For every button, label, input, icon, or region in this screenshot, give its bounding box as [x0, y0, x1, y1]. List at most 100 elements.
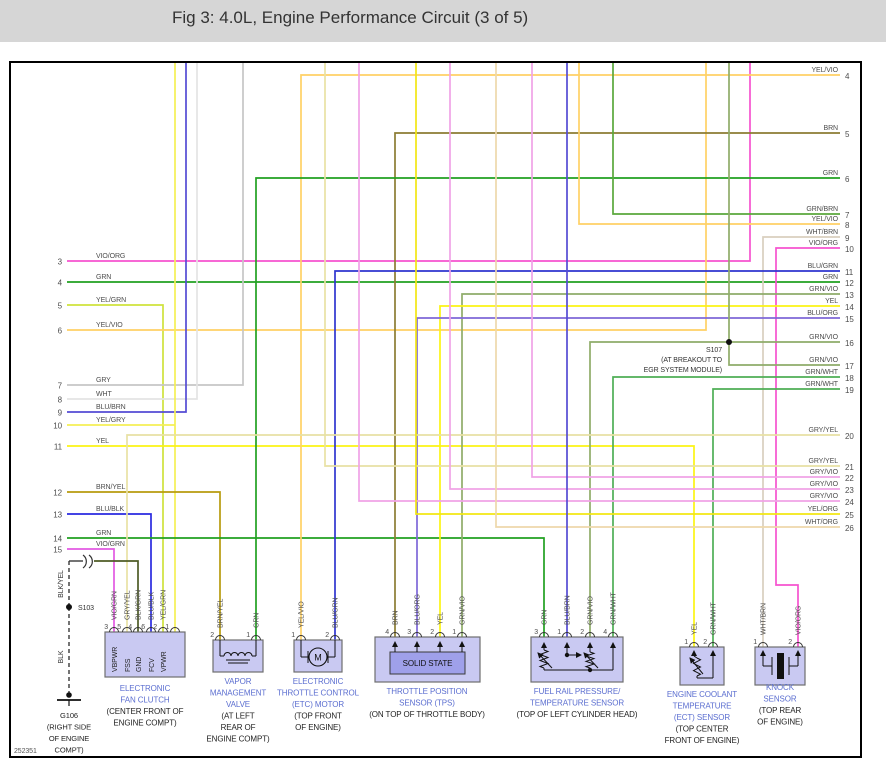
wire-left14-fuelrail3	[67, 537, 545, 637]
component-pin-wire-label: BLK/GRN	[136, 590, 143, 620]
component-ect-sensor: 1 YEL 2 GRN/WHT ENGINE COOLANT TEMPERATURE (EC…	[665, 601, 740, 745]
ground-label-G106: (RIGHT SIDE	[47, 723, 91, 732]
component-pin-number: 6	[141, 624, 145, 631]
component-throttle-position-sensor: 4 BRN 3 BLU/ORG 2 YEL 1 GRN/VIO THROTTLE POSITIO…	[369, 594, 485, 719]
wire-etc2-right11	[334, 270, 840, 640]
wire-left7-to-top	[67, 63, 244, 386]
left-pin-label-10: YEL/GRY	[96, 417, 126, 424]
ground-dot	[66, 692, 72, 698]
left-pin-number-3: 3	[58, 258, 63, 267]
component-pin-number: 1	[684, 639, 688, 646]
pin-connector-arc	[109, 627, 119, 633]
component-location: (TOP OF LEFT CYLINDER HEAD)	[517, 710, 638, 719]
left-pin-label-3: VIO/ORG	[96, 253, 125, 260]
component-electronic-fan-clutch: 3 VIO/GRN 5 GRY/YEL 4 BLK/GRN 6 BLU/BLK 2 YEL/GRN…	[104, 590, 186, 728]
component-box	[679, 646, 725, 686]
right-pin-number-22: 22	[845, 474, 854, 483]
component-pin-number: 1	[291, 632, 295, 639]
figure-title-bar: Fig 3: 4.0L, Engine Performance Circuit …	[0, 0, 886, 42]
left-pin-number-11: 11	[54, 443, 63, 452]
component-pin-number: 2	[703, 639, 707, 646]
component-pin-wire-label: BRN/YEL	[218, 599, 225, 628]
component-pin-number: 1	[753, 639, 757, 646]
right-pin-number-21: 21	[845, 463, 854, 472]
pin-connector-arc	[793, 642, 803, 648]
wire-left9-to-top	[67, 63, 187, 413]
wire-knock1-right9	[762, 236, 840, 647]
right-pin-number-13: 13	[845, 291, 854, 300]
component-etc-motor: 1 YEL/VIO 2 BLU/GRN ELECTRONIC THROTTLE CONTR…	[277, 598, 360, 732]
right-pin-number-16: 16	[845, 339, 854, 348]
component-name: ELECTRONIC	[120, 684, 171, 693]
fan-clutch-terminal-label: VPWR	[161, 651, 168, 672]
component-location: (ON TOP OF THROTTLE BODY)	[369, 710, 485, 719]
wire-left15-fanclutch3	[67, 548, 115, 632]
component-pin-number: 3	[407, 629, 411, 636]
wire-top-right7	[612, 63, 840, 215]
right-pin-label-8: YEL/VIO	[811, 216, 838, 223]
pin-connector-arc	[539, 632, 549, 638]
component-pin-wire-label: BRN	[393, 610, 400, 625]
right-pin-number-18: 18	[845, 374, 854, 383]
component-name: VALVE	[226, 700, 250, 709]
right-pin-number-12: 12	[845, 279, 854, 288]
pin-connector-arc	[708, 642, 718, 648]
right-pin-label-24: GRY/VIO	[810, 493, 839, 500]
right-pin-number-20: 20	[845, 432, 854, 441]
symbol-line	[689, 657, 704, 675]
junction-dot	[564, 652, 570, 658]
component-name: ENGINE COOLANT	[667, 690, 737, 699]
component-name: MANAGEMENT	[210, 689, 267, 698]
right-pin-label-19: GRN/WHT	[805, 381, 839, 388]
left-pin-number-14: 14	[53, 535, 62, 544]
inline-connector-icon	[82, 554, 87, 569]
component-pin-wire-label: BLU/BLK	[149, 591, 156, 620]
component-location: (AT LEFT	[221, 712, 254, 721]
splice-dot-S103	[66, 604, 72, 610]
note-s107-label: EGR SYSTEM MODULE)	[644, 367, 722, 374]
component-location: (CENTER FRONT OF	[107, 707, 184, 716]
wire-vapor1-right6	[255, 177, 840, 640]
component-location: REAR OF	[221, 723, 256, 732]
solid-state-block	[389, 651, 466, 675]
left-pin-number-4: 4	[58, 279, 63, 288]
wire-left11-ect1	[67, 445, 695, 647]
component-box	[293, 639, 343, 673]
diagram-number: 252351	[14, 748, 37, 755]
component-name: THROTTLE CONTROL	[277, 689, 360, 698]
symbol-line	[583, 652, 599, 669]
thermistor-icon	[692, 657, 702, 677]
component-name: KNOCK	[766, 683, 795, 692]
right-pin-label-7: GRN/BRN	[806, 206, 838, 213]
left-pin-label-14: GRN	[96, 530, 111, 537]
pin-label-layer: 3 VIO/ORG 4 GRN 5 YEL/GRN 6 YEL/VIO 7 GRY 8 WHT 9 BLU…	[53, 67, 854, 555]
component-pin-number: 3	[534, 629, 538, 636]
left-pin-label-12: BRN/YEL	[96, 484, 125, 491]
inline-connector-icon	[88, 554, 93, 569]
component-pin-wire-label: BLU/BRN	[565, 595, 572, 625]
left-pin-number-15: 15	[53, 546, 62, 555]
right-pin-label-10: VIO/ORG	[809, 240, 838, 247]
component-name: THROTTLE POSITION	[387, 687, 468, 696]
left-pin-label-13: BLU/BLK	[96, 506, 125, 513]
wire-ect2-right19	[712, 388, 840, 647]
right-pin-number-23: 23	[845, 486, 854, 495]
wire-color-label-vertical: BLK	[58, 650, 65, 663]
pin-connector-arc	[412, 632, 422, 638]
pin-connector-arc	[170, 627, 180, 633]
component-pin-wire-label: WHT/BRN	[761, 603, 768, 635]
wire-tps4-right5	[394, 132, 840, 637]
component-location: OF ENGINE)	[295, 723, 341, 732]
component-pin-number: 5	[117, 624, 121, 631]
wire-tps2-right14	[439, 305, 840, 637]
component-name: FAN CLUTCH	[120, 696, 170, 705]
left-pin-label-7: GRY	[96, 377, 111, 384]
component-knock-sensor: 1 WHT/BRN 2 VIO/ORG KNOCK SENSOR (TOP REAR OF E…	[753, 603, 806, 727]
component-pin-wire-label: YEL	[438, 612, 445, 625]
component-box	[530, 636, 624, 683]
right-pin-number-15: 15	[845, 315, 854, 324]
component-pin-wire-label: BLU/ORG	[415, 594, 422, 625]
solid-state-label: SOLID STATE	[403, 659, 453, 668]
component-layer: 3 VIO/GRN 5 GRY/YEL 4 BLK/GRN 6 BLU/BLK 2 YEL/GRN…	[104, 590, 806, 745]
